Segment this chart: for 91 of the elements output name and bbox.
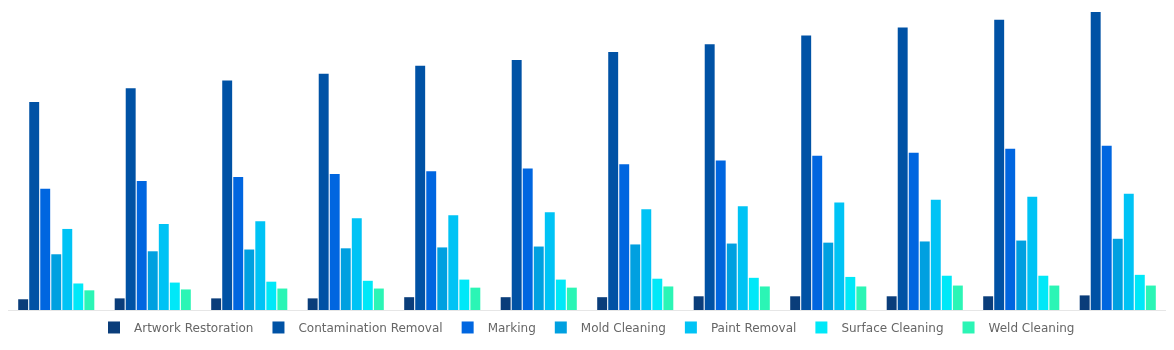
bar <box>158 223 169 310</box>
bar <box>790 296 801 310</box>
bar <box>1016 240 1027 310</box>
bar <box>994 19 1005 310</box>
bar <box>566 287 577 310</box>
bar <box>886 296 897 310</box>
bar <box>652 278 663 310</box>
bar <box>222 80 233 310</box>
bar <box>29 102 40 310</box>
bar <box>73 283 84 310</box>
bar <box>511 59 522 310</box>
bar <box>1090 12 1101 310</box>
bar <box>1005 148 1016 310</box>
bar <box>544 212 555 310</box>
bar <box>125 88 136 310</box>
legend-label: Weld Cleaning <box>988 321 1075 336</box>
legend-label: Contamination Removal <box>298 321 443 336</box>
bar <box>1101 145 1112 310</box>
bar <box>362 280 373 310</box>
legend-label: Artwork Restoration <box>134 321 254 336</box>
bar <box>244 249 255 310</box>
bar <box>277 288 288 310</box>
bar <box>266 281 277 310</box>
bar <box>1123 193 1134 310</box>
bar <box>1049 285 1060 310</box>
bar <box>373 288 384 310</box>
legend-label: Paint Removal <box>710 321 797 336</box>
bar <box>340 248 351 310</box>
bar <box>1027 196 1038 310</box>
bar <box>759 286 770 310</box>
bar <box>1079 295 1090 310</box>
bar <box>856 286 867 310</box>
bar <box>448 215 459 310</box>
bar <box>114 298 125 310</box>
bar <box>329 174 340 310</box>
bar <box>619 164 630 310</box>
bar <box>415 65 426 310</box>
bar <box>630 244 641 310</box>
bar <box>823 242 834 310</box>
bar <box>748 277 759 310</box>
bar <box>255 221 266 310</box>
bar <box>704 44 715 310</box>
bar <box>84 290 95 310</box>
bar <box>470 287 481 310</box>
bar <box>801 35 812 310</box>
bar <box>919 241 930 310</box>
legend-label: Surface Cleaning <box>841 321 944 336</box>
bar <box>941 275 952 310</box>
bar <box>459 279 470 310</box>
bar <box>597 297 608 310</box>
bar <box>147 251 158 310</box>
bar <box>726 243 737 310</box>
bar <box>351 218 362 310</box>
bar <box>555 279 566 310</box>
bar <box>211 298 222 310</box>
bar <box>62 228 73 310</box>
bar <box>136 180 147 310</box>
bar <box>18 299 29 310</box>
bar <box>522 168 533 310</box>
bar <box>930 199 941 310</box>
bar <box>533 246 544 310</box>
bar <box>1145 285 1156 310</box>
bar <box>1134 274 1145 310</box>
bar <box>897 27 908 310</box>
bar <box>812 155 823 310</box>
bar <box>40 188 51 310</box>
bar <box>51 254 62 310</box>
bar <box>715 160 726 310</box>
bar <box>952 285 963 310</box>
bar <box>908 152 919 310</box>
bar <box>1038 275 1049 310</box>
bar <box>169 282 180 310</box>
legend-label: Marking <box>487 321 536 336</box>
bar <box>318 73 329 310</box>
bar <box>845 276 856 310</box>
bar <box>737 206 748 310</box>
bar <box>641 209 652 310</box>
bar <box>180 289 191 310</box>
bar <box>983 296 994 310</box>
bar <box>663 286 674 310</box>
bar <box>693 296 704 310</box>
bar <box>500 297 511 310</box>
bar <box>426 171 437 310</box>
bar <box>233 177 244 310</box>
bar <box>608 51 619 310</box>
bar <box>404 297 415 310</box>
bar <box>834 202 845 310</box>
legend-label: Mold Cleaning <box>580 321 666 336</box>
bar <box>1112 238 1123 310</box>
bar <box>437 247 448 310</box>
bar <box>307 298 318 310</box>
